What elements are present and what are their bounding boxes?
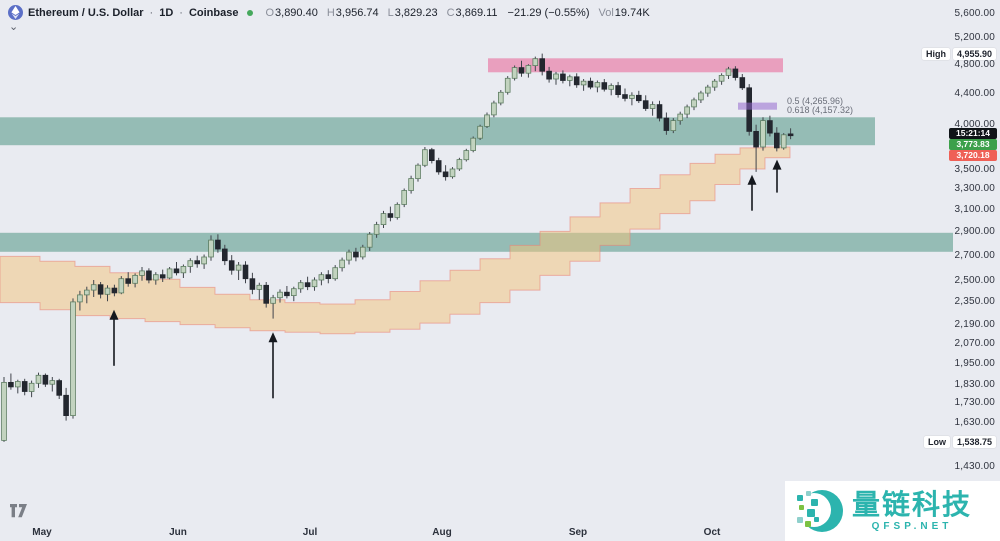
symbol-header: Ethereum / U.S. Dollar · 1D · Coinbase O… bbox=[8, 5, 654, 20]
volume-value: 19.74K bbox=[614, 6, 650, 19]
separator-dot: · bbox=[179, 6, 183, 19]
candles[interactable] bbox=[1, 53, 794, 442]
indicator-cloud[interactable] bbox=[0, 146, 791, 335]
up-arrow[interactable] bbox=[268, 332, 278, 399]
watermark: 量链科技 QFSP.NET bbox=[785, 481, 1000, 541]
demand-zone-teal-lower[interactable] bbox=[0, 232, 953, 252]
fib-level-label: 0.618 (4,157.32) bbox=[787, 104, 854, 115]
price-axis-label: 2,900.00 bbox=[954, 225, 995, 237]
price-axis-label: 5,200.00 bbox=[954, 32, 995, 44]
low-badge: Low 1,538.75 bbox=[923, 435, 996, 448]
price-badge-red: 3,720.18 bbox=[949, 149, 997, 161]
volume-label: Vol bbox=[598, 6, 614, 19]
up-arrow[interactable] bbox=[109, 309, 119, 366]
tradingview-logo-icon[interactable] bbox=[9, 503, 28, 523]
open-label: O bbox=[265, 6, 275, 19]
countdown-badge: 15:21:14 bbox=[949, 127, 997, 139]
watermark-name: 量链科技 bbox=[852, 489, 973, 520]
fib-highlight-purple[interactable] bbox=[738, 102, 777, 110]
ethereum-icon[interactable] bbox=[8, 5, 23, 20]
chevron-down-icon[interactable]: ⌄ bbox=[9, 21, 19, 33]
price-axis-label: 1,830.00 bbox=[954, 378, 995, 390]
low-badge-chip: Low bbox=[923, 435, 950, 448]
watermark-site: QFSP.NET bbox=[871, 521, 953, 532]
high-label: H bbox=[326, 6, 335, 19]
interval-selector[interactable]: 1D bbox=[159, 6, 174, 19]
ohlc-open: O 3,890.40 bbox=[265, 7, 317, 19]
price-axis-label: 1,630.00 bbox=[954, 417, 995, 429]
market-open-status-icon bbox=[247, 9, 254, 16]
price-axis-label: 2,500.00 bbox=[954, 275, 995, 287]
price-axis-label: 2,070.00 bbox=[954, 337, 995, 349]
price-axis-label: 4,400.00 bbox=[954, 87, 995, 99]
high-badge-chip: 4,955.90 bbox=[952, 47, 996, 60]
time-axis-month-jun: Jun bbox=[169, 527, 187, 538]
price-axis-label: 4,800.00 bbox=[954, 58, 995, 70]
price-axis-label: 3,300.00 bbox=[954, 183, 995, 194]
fib-level-label: 0.5 (4,265.96) bbox=[787, 96, 844, 107]
close-value: 3,869.11 bbox=[455, 6, 498, 19]
high-badge: High 4,955.90 bbox=[921, 47, 996, 60]
price-axis[interactable]: 5,600.00 5,200.00 4,800.00 4,400.00 4,000.00… bbox=[921, 0, 1000, 541]
low-value: 3,829.23 bbox=[394, 6, 438, 19]
close-label: C bbox=[446, 6, 455, 19]
price-axis-label: 2,350.00 bbox=[954, 295, 995, 307]
zones-over bbox=[738, 102, 777, 110]
exchange-name[interactable]: Coinbase bbox=[188, 6, 239, 19]
ohlc-high: H 3,956.74 bbox=[327, 7, 379, 19]
time-axis-month-sep: Sep bbox=[568, 527, 588, 538]
ohlc-close: C 3,869.11 bbox=[447, 7, 498, 19]
time-axis-month-aug: Aug bbox=[432, 527, 452, 538]
up-arrow[interactable] bbox=[772, 159, 782, 193]
qfsp-logo-icon bbox=[795, 487, 843, 535]
price-axis-label: 5,600.00 bbox=[954, 7, 995, 19]
price-axis-label: 1,950.00 bbox=[954, 357, 995, 369]
ohlc-low: L 3,829.23 bbox=[388, 7, 438, 19]
separator-dot: · bbox=[149, 6, 154, 19]
low-badge-chip: 1,538.75 bbox=[952, 435, 996, 448]
time-axis-month-may: May bbox=[32, 527, 52, 538]
price-axis-label: 2,700.00 bbox=[954, 249, 995, 261]
low-label: L bbox=[387, 6, 394, 19]
price-change: −21.29 (−0.55%) bbox=[507, 6, 590, 19]
price-axis-label: 2,190.00 bbox=[954, 319, 995, 331]
price-axis-label: 4,000.00 bbox=[954, 119, 995, 131]
price-axis-label: 3,100.00 bbox=[954, 203, 995, 215]
volume: Vol 19.74K bbox=[599, 7, 650, 19]
open-value: 3,890.40 bbox=[275, 6, 318, 19]
price-axis-label: 1,730.00 bbox=[954, 397, 995, 409]
price-axis-label: 3,500.00 bbox=[954, 163, 995, 175]
high-badge-chip: High bbox=[921, 47, 950, 60]
time-axis-month-oct: Oct bbox=[703, 527, 721, 538]
high-value: 3,956.74 bbox=[335, 6, 379, 19]
resistance-zone-pink[interactable] bbox=[488, 58, 783, 73]
price-badge-green: 3,773.83 bbox=[949, 138, 997, 150]
up-arrow[interactable] bbox=[747, 174, 757, 211]
supply-zone-teal-upper[interactable] bbox=[0, 117, 875, 146]
time-axis-month-jul: Jul bbox=[302, 527, 318, 538]
symbol-name[interactable]: Ethereum / U.S. Dollar bbox=[28, 6, 144, 19]
zones-under bbox=[0, 58, 953, 252]
watermark-text: 量链科技 QFSP.NET bbox=[852, 489, 973, 533]
price-axis-label: 1,430.00 bbox=[954, 460, 995, 472]
